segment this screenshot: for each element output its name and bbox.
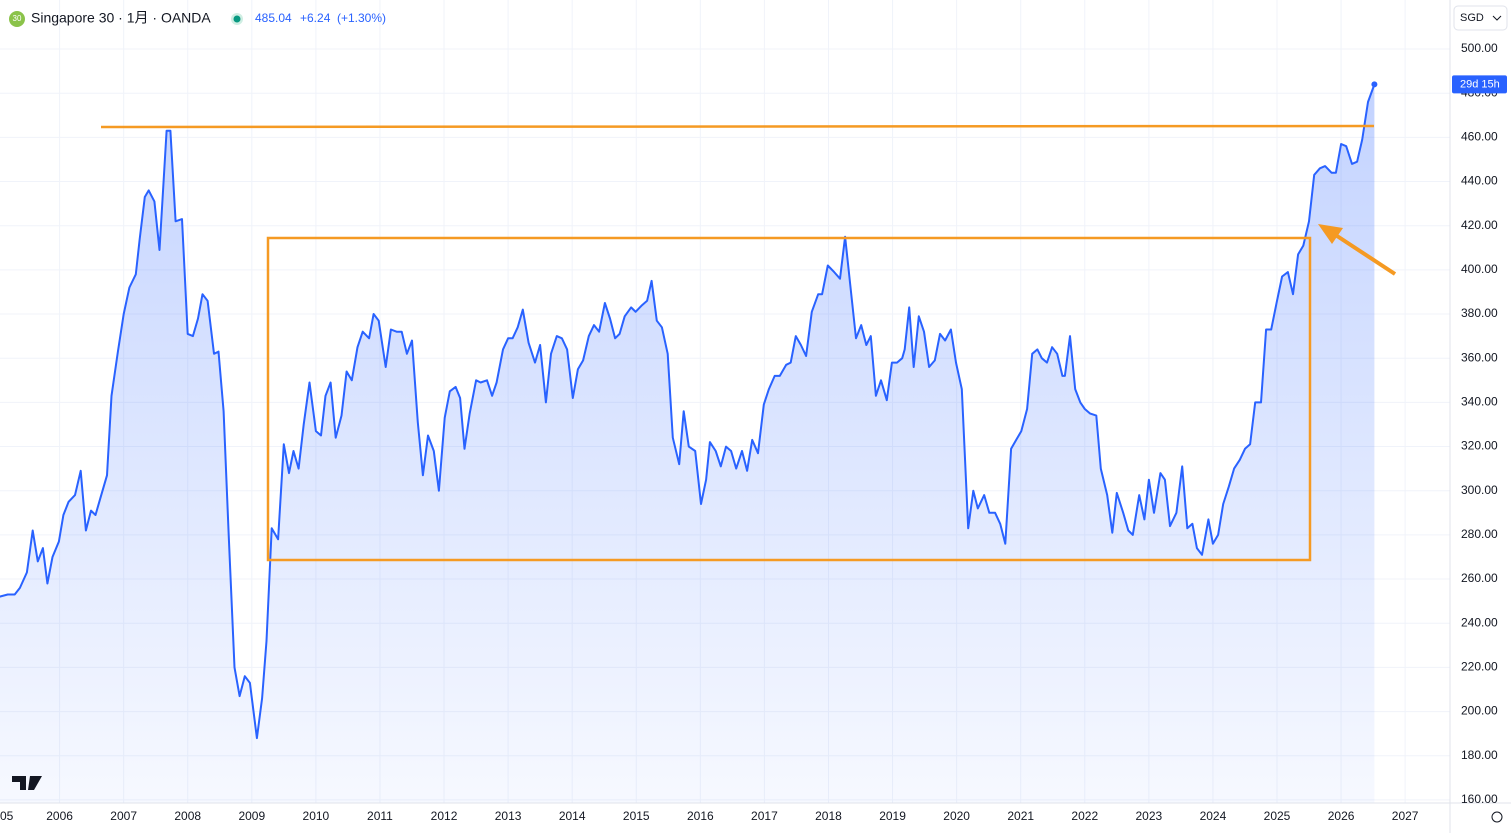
arrow-head [1318,224,1343,244]
x-tick-label: 2008 [174,809,201,823]
symbol-icon-label: 30 [13,14,22,23]
y-tick-label: 280.00 [1461,527,1498,541]
range-box [266,236,1312,562]
change: +6.24 [300,11,331,25]
price-label-box [1452,75,1507,94]
x-tick-label: 2026 [1328,809,1355,823]
x-tick-label: 2010 [303,809,330,823]
x-tick-label: 2018 [815,809,842,823]
y-tick-label: 320.00 [1461,439,1498,453]
y-tick-label: 300.00 [1461,483,1498,497]
change-percent: (+1.30%) [337,11,386,25]
x-tick-label: 2022 [1071,809,1098,823]
arrow-shaft [1332,232,1397,276]
y-tick-label: 340.00 [1461,395,1498,409]
settings-icon[interactable] [1491,811,1503,823]
y-tick-label: 460.00 [1461,130,1498,144]
last-point [1371,81,1378,88]
x-tick-label: 2012 [431,809,458,823]
plot [0,81,1378,803]
symbol-title: Singapore 30 · 1月 · OANDA [31,10,211,26]
market-status [233,15,241,23]
y-tick-label: 220.00 [1461,660,1498,674]
x-tick-label: 2027 [1392,809,1419,823]
x-tick-label: 2025 [1264,809,1291,823]
last-price: 485.04 [255,11,292,25]
currency-caret [1492,15,1502,21]
symbol-icon [9,11,25,27]
logo [12,776,42,790]
x-tick-label: 2009 [238,809,265,823]
y-tick-label: 260.00 [1461,571,1498,585]
resistance-line [100,124,1375,129]
x-tick-label: 2016 [687,809,714,823]
y-tick-label: 420.00 [1461,218,1498,232]
x-tick-label: 2021 [1007,809,1034,823]
x-tick-label: 2014 [559,809,586,823]
y-tick-label: 240.00 [1461,615,1498,629]
x-tick-label: 2013 [495,809,522,823]
currency: SGD [1460,12,1484,24]
x-tick-label: 2011 [367,809,393,823]
area-fill [0,84,1375,803]
y-tick-label: 200.00 [1461,704,1498,718]
x-tick-label: 2006 [46,809,73,823]
y-tick-label: 440.00 [1461,174,1498,188]
x-tick-label: 2019 [879,809,906,823]
x-tick-label: 2024 [1200,809,1227,823]
x-tick-label: 2007 [110,809,137,823]
y-tick-label: 160.00 [1461,792,1498,806]
x-tick-label: 05 [0,809,14,823]
x-tick-label: 2023 [1135,809,1162,823]
y-tick-label: 180.00 [1461,748,1498,762]
y-tick-label: 380.00 [1461,306,1498,320]
x-tick-label: 2020 [943,809,970,823]
y-tick-label: 500.00 [1461,41,1498,55]
x-tick-label: 2017 [751,809,778,823]
countdown-label: 29d 15h [1460,78,1500,90]
x-tick-label: 2015 [623,809,650,823]
y-tick-label: 400.00 [1461,262,1498,276]
price-line [0,84,1376,740]
currency-button[interactable] [1453,5,1508,31]
y-tick-label: 360.00 [1461,350,1498,364]
